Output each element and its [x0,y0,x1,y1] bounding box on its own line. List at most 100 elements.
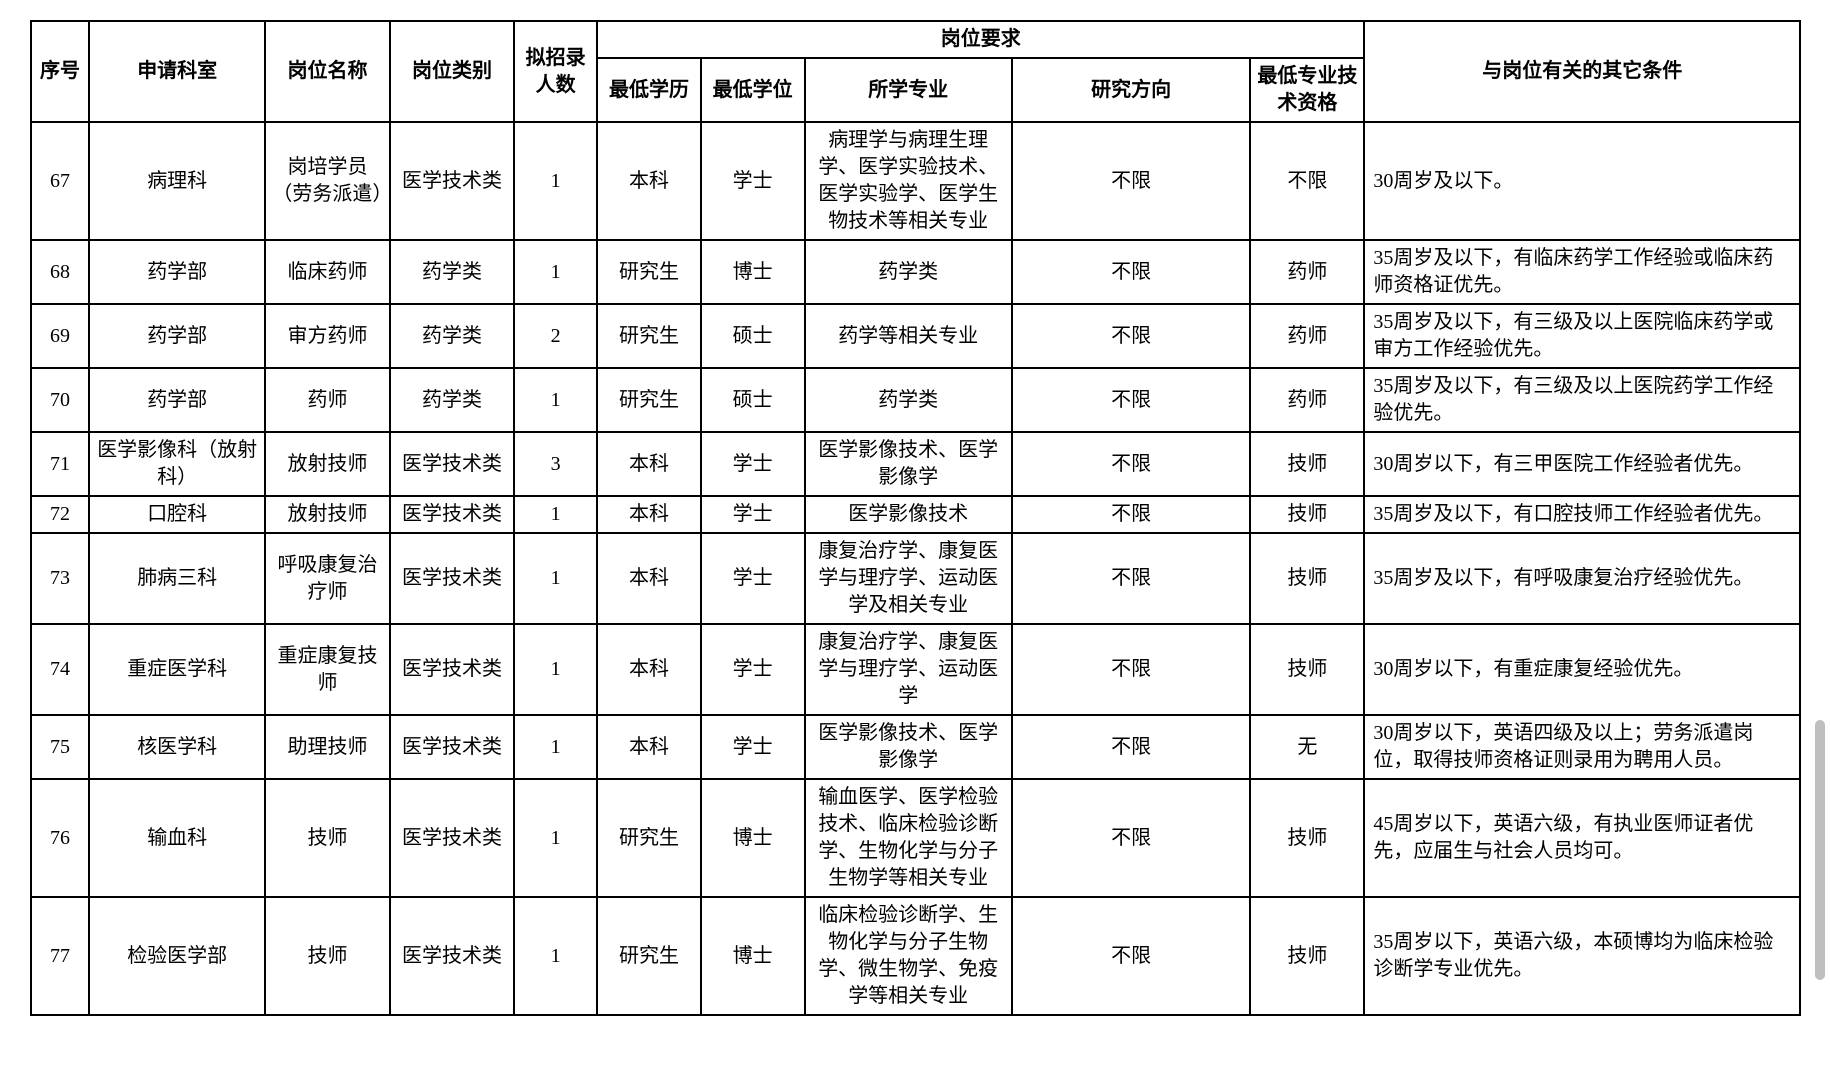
col-direction: 研究方向 [1012,58,1250,122]
scrollbar-thumb[interactable] [1815,720,1825,980]
table-row: 67病理科岗培学员（劳务派遣）医学技术类1本科学士病理学与病理生理学、医学实验技… [31,122,1800,240]
table-row: 73肺病三科呼吸康复治疗师医学技术类1本科学士康复治疗学、康复医学与理疗学、运动… [31,533,1800,624]
cell-min_title: 技师 [1250,897,1364,1015]
table-row: 76输血科技师医学技术类1研究生博士输血医学、医学检验技术、临床检验诊断学、生物… [31,779,1800,897]
cell-min_title: 技师 [1250,624,1364,715]
cell-seq: 73 [31,533,89,624]
table-row: 74重症医学科重症康复技师医学技术类1本科学士康复治疗学、康复医学与理疗学、运动… [31,624,1800,715]
cell-post_type: 医学技术类 [390,779,514,897]
cell-post_type: 医学技术类 [390,624,514,715]
cell-min_title: 技师 [1250,432,1364,496]
cell-other: 35周岁及以下，有呼吸康复治疗经验优先。 [1364,533,1800,624]
cell-min_edu: 研究生 [597,897,701,1015]
cell-other: 30周岁以下，有重症康复经验优先。 [1364,624,1800,715]
cell-post_name: 重症康复技师 [265,624,389,715]
cell-direction: 不限 [1012,304,1250,368]
cell-dept: 输血科 [89,779,265,897]
cell-post_name: 岗培学员（劳务派遣） [265,122,389,240]
cell-min_edu: 本科 [597,715,701,779]
cell-seq: 69 [31,304,89,368]
cell-post_name: 审方药师 [265,304,389,368]
cell-min_degree: 硕士 [701,368,805,432]
cell-other: 35周岁以下，英语六级，本硕博均为临床检验诊断学专业优先。 [1364,897,1800,1015]
cell-direction: 不限 [1012,240,1250,304]
cell-min_degree: 学士 [701,533,805,624]
cell-plan_num: 1 [514,368,597,432]
cell-other: 45周岁以下，英语六级，有执业医师证者优先，应届生与社会人员均可。 [1364,779,1800,897]
cell-seq: 77 [31,897,89,1015]
cell-min_title: 药师 [1250,240,1364,304]
cell-min_degree: 学士 [701,624,805,715]
table-row: 72口腔科放射技师医学技术类1本科学士医学影像技术不限技师35周岁及以下，有口腔… [31,496,1800,533]
cell-plan_num: 3 [514,432,597,496]
cell-direction: 不限 [1012,897,1250,1015]
col-post-type: 岗位类别 [390,21,514,122]
cell-seq: 74 [31,624,89,715]
cell-min_edu: 本科 [597,496,701,533]
cell-min_degree: 博士 [701,240,805,304]
table-row: 68药学部临床药师药学类1研究生博士药学类不限药师35周岁及以下，有临床药学工作… [31,240,1800,304]
cell-seq: 76 [31,779,89,897]
table-row: 70药学部药师药学类1研究生硕士药学类不限药师35周岁及以下，有三级及以上医院药… [31,368,1800,432]
cell-plan_num: 1 [514,779,597,897]
cell-plan_num: 1 [514,240,597,304]
cell-min_edu: 本科 [597,624,701,715]
cell-seq: 67 [31,122,89,240]
col-major: 所学专业 [805,58,1012,122]
cell-major: 药学类 [805,240,1012,304]
cell-dept: 医学影像科（放射科） [89,432,265,496]
cell-post_type: 医学技术类 [390,897,514,1015]
cell-post_type: 医学技术类 [390,715,514,779]
cell-plan_num: 1 [514,715,597,779]
cell-min_degree: 博士 [701,897,805,1015]
cell-min_edu: 研究生 [597,240,701,304]
cell-direction: 不限 [1012,715,1250,779]
cell-major: 输血医学、医学检验技术、临床检验诊断学、生物化学与分子生物学等相关专业 [805,779,1012,897]
table-body: 67病理科岗培学员（劳务派遣）医学技术类1本科学士病理学与病理生理学、医学实验技… [31,122,1800,1015]
cell-other: 35周岁及以下，有三级及以上医院药学工作经验优先。 [1364,368,1800,432]
cell-plan_num: 1 [514,897,597,1015]
cell-post_name: 放射技师 [265,432,389,496]
cell-min_edu: 研究生 [597,779,701,897]
col-post-name: 岗位名称 [265,21,389,122]
cell-dept: 口腔科 [89,496,265,533]
cell-min_degree: 硕士 [701,304,805,368]
cell-dept: 重症医学科 [89,624,265,715]
cell-direction: 不限 [1012,533,1250,624]
cell-seq: 72 [31,496,89,533]
cell-plan_num: 1 [514,533,597,624]
cell-min_title: 无 [1250,715,1364,779]
cell-other: 35周岁及以下，有口腔技师工作经验者优先。 [1364,496,1800,533]
cell-major: 药学等相关专业 [805,304,1012,368]
cell-seq: 71 [31,432,89,496]
col-plan-num: 拟招录人数 [514,21,597,122]
cell-major: 医学影像技术、医学影像学 [805,432,1012,496]
col-seq: 序号 [31,21,89,122]
cell-min_degree: 学士 [701,432,805,496]
cell-seq: 68 [31,240,89,304]
cell-plan_num: 1 [514,122,597,240]
cell-other: 35周岁及以下，有三级及以上医院临床药学或审方工作经验优先。 [1364,304,1800,368]
cell-seq: 75 [31,715,89,779]
cell-dept: 肺病三科 [89,533,265,624]
cell-post_name: 呼吸康复治疗师 [265,533,389,624]
cell-min_degree: 学士 [701,496,805,533]
cell-dept: 检验医学部 [89,897,265,1015]
cell-major: 医学影像技术、医学影像学 [805,715,1012,779]
table-header: 序号 申请科室 岗位名称 岗位类别 拟招录人数 岗位要求 与岗位有关的其它条件 … [31,21,1800,122]
cell-min_title: 技师 [1250,496,1364,533]
cell-post_name: 技师 [265,779,389,897]
cell-post_type: 药学类 [390,240,514,304]
cell-post_name: 助理技师 [265,715,389,779]
cell-min_degree: 学士 [701,715,805,779]
col-min-degree: 最低学位 [701,58,805,122]
cell-other: 35周岁及以下，有临床药学工作经验或临床药师资格证优先。 [1364,240,1800,304]
cell-major: 医学影像技术 [805,496,1012,533]
cell-major: 康复治疗学、康复医学与理疗学、运动医学及相关专业 [805,533,1012,624]
cell-plan_num: 2 [514,304,597,368]
cell-direction: 不限 [1012,432,1250,496]
recruitment-table: 序号 申请科室 岗位名称 岗位类别 拟招录人数 岗位要求 与岗位有关的其它条件 … [30,20,1801,1016]
cell-direction: 不限 [1012,779,1250,897]
cell-dept: 病理科 [89,122,265,240]
col-req-group: 岗位要求 [597,21,1364,58]
